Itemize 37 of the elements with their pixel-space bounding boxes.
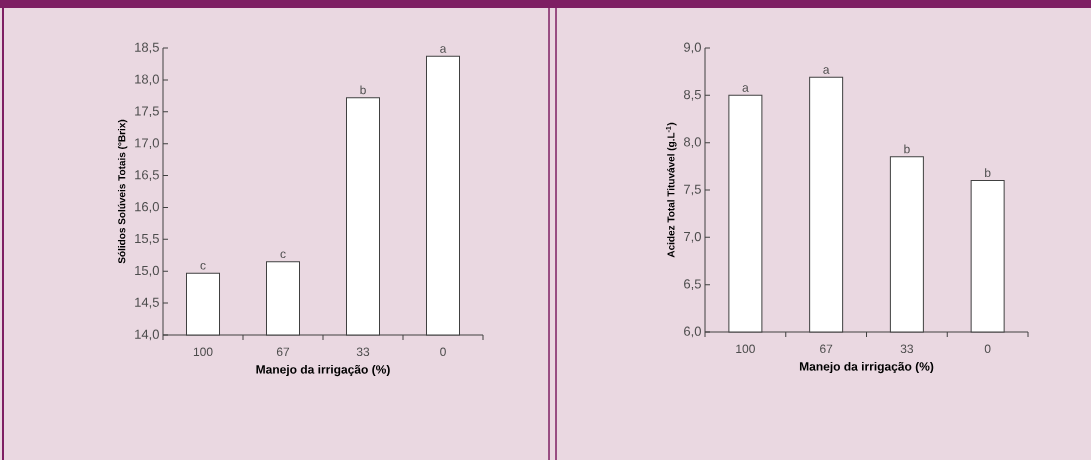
annotation: b: [985, 168, 991, 177]
y-tick-label: 8,0: [683, 137, 701, 149]
annotation: a: [742, 85, 749, 92]
y-tick-label: 14,0: [135, 329, 159, 341]
x-tick-label: 0: [440, 347, 446, 357]
x-tick-label: 67: [820, 344, 833, 354]
y-tick-label: 18,0: [135, 74, 159, 86]
x-tick-label: 33: [356, 347, 370, 357]
y-tick-label: 15,0: [135, 265, 159, 277]
x-tick-label: 100: [736, 344, 755, 354]
y-tick-label: 16,5: [135, 170, 159, 181]
annotation: a: [823, 67, 830, 74]
x-tick-label: 67: [276, 347, 290, 357]
x-tick-label: 0: [984, 344, 991, 354]
y-tick-label: 18,5: [135, 42, 159, 54]
y-tick-label: 17,5: [135, 106, 159, 118]
y-tick-label: 9,0: [684, 42, 701, 54]
y-tick-label: 8,5: [683, 89, 701, 101]
y-axis-title: Acidez Total Tituvável (g.L$^{-1}$): [665, 122, 677, 258]
annotation: c: [280, 251, 286, 259]
y-tick-label: 14,5: [135, 297, 159, 309]
annotation: a: [440, 46, 447, 53]
x-axis-title: Manejo da irrigação (%): [799, 361, 934, 374]
y-tick-label: 17,0: [135, 138, 159, 150]
x-axis-title: Manejo da irrigação (%): [256, 364, 390, 377]
x-tick-label: 33: [900, 344, 914, 354]
annotation: b: [360, 85, 366, 95]
x-tick-label: 100: [193, 347, 213, 357]
y-tick-label: 6,0: [684, 326, 701, 338]
annotation: b: [904, 144, 910, 154]
y-tick-label: 15,5: [135, 234, 159, 245]
y-tick-label: 16,0: [135, 202, 159, 213]
y-axis-title: Sólidos Solúveis Totais (°Brix): [117, 119, 128, 264]
y-tick-label: 7,5: [684, 184, 701, 196]
y-tick-label: 7,0: [684, 231, 701, 243]
y-tick-label: 6,5: [684, 279, 701, 291]
annotation: c: [200, 263, 206, 270]
